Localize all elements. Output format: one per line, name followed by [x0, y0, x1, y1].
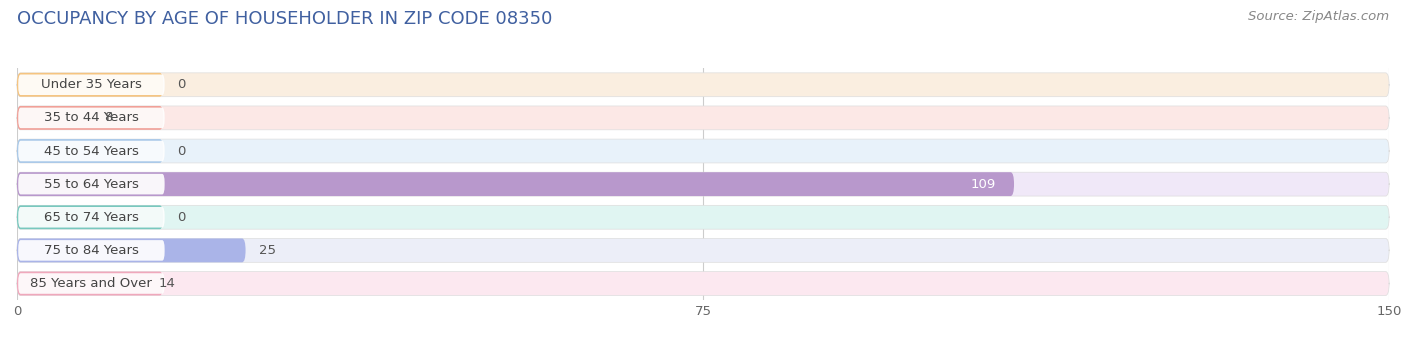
FancyBboxPatch shape — [18, 108, 165, 128]
Text: 0: 0 — [177, 78, 186, 91]
FancyBboxPatch shape — [17, 73, 1389, 97]
Text: OCCUPANCY BY AGE OF HOUSEHOLDER IN ZIP CODE 08350: OCCUPANCY BY AGE OF HOUSEHOLDER IN ZIP C… — [17, 10, 553, 28]
FancyBboxPatch shape — [18, 207, 165, 227]
FancyBboxPatch shape — [17, 106, 1389, 130]
FancyBboxPatch shape — [17, 271, 1389, 295]
FancyBboxPatch shape — [17, 238, 246, 262]
FancyBboxPatch shape — [18, 240, 165, 261]
FancyBboxPatch shape — [18, 174, 165, 194]
FancyBboxPatch shape — [18, 141, 165, 161]
FancyBboxPatch shape — [17, 205, 1389, 229]
Text: 35 to 44 Years: 35 to 44 Years — [44, 112, 139, 124]
Text: 45 to 54 Years: 45 to 54 Years — [44, 145, 139, 158]
Text: 0: 0 — [177, 211, 186, 224]
Text: 8: 8 — [104, 112, 112, 124]
Text: 65 to 74 Years: 65 to 74 Years — [44, 211, 139, 224]
Text: 85 Years and Over: 85 Years and Over — [31, 277, 152, 290]
Text: Source: ZipAtlas.com: Source: ZipAtlas.com — [1249, 10, 1389, 23]
Text: 0: 0 — [177, 145, 186, 158]
FancyBboxPatch shape — [17, 205, 163, 229]
FancyBboxPatch shape — [17, 238, 1389, 262]
Text: 25: 25 — [259, 244, 277, 257]
FancyBboxPatch shape — [17, 139, 1389, 163]
Text: 14: 14 — [159, 277, 176, 290]
Text: 109: 109 — [970, 178, 995, 191]
FancyBboxPatch shape — [17, 139, 163, 163]
FancyBboxPatch shape — [17, 73, 163, 97]
FancyBboxPatch shape — [17, 172, 1389, 196]
FancyBboxPatch shape — [17, 172, 1014, 196]
Text: 55 to 64 Years: 55 to 64 Years — [44, 178, 139, 191]
FancyBboxPatch shape — [17, 271, 163, 295]
Text: 75 to 84 Years: 75 to 84 Years — [44, 244, 139, 257]
FancyBboxPatch shape — [18, 74, 165, 95]
FancyBboxPatch shape — [17, 106, 163, 130]
FancyBboxPatch shape — [18, 273, 165, 294]
Text: Under 35 Years: Under 35 Years — [41, 78, 142, 91]
